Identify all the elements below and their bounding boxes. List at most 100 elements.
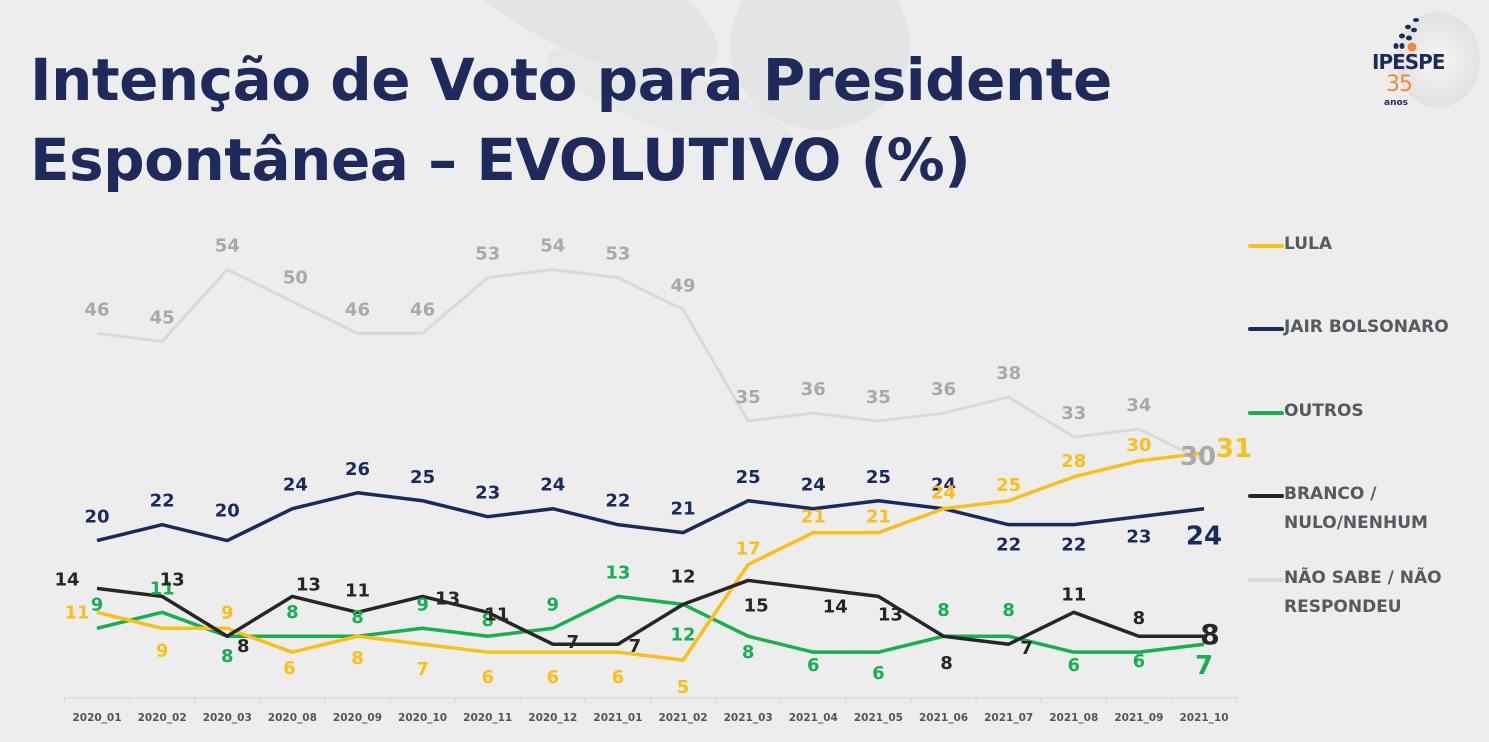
data-label: 46 xyxy=(84,299,109,320)
data-label: 28 xyxy=(1061,451,1086,472)
data-label: 12 xyxy=(671,624,696,645)
x-tick-label: 2021_10 xyxy=(1179,712,1228,724)
data-label: 35 xyxy=(736,387,761,408)
data-label: 9 xyxy=(91,594,104,615)
data-label: 15 xyxy=(744,595,769,616)
legend-label: LULA xyxy=(1284,234,1333,254)
x-axis: 2020_01 2020_02 2020_03 2020_08 2020_09 2020_… xyxy=(63,697,1238,724)
data-label: 8 xyxy=(1133,608,1146,629)
data-label: 7 xyxy=(629,636,642,657)
data-label: 8 xyxy=(286,602,299,623)
data-label: 6 xyxy=(807,655,820,676)
data-label: 22 xyxy=(996,535,1021,556)
data-label: 25 xyxy=(996,475,1021,496)
legend-item: JAIR BOLSONARO xyxy=(1248,317,1449,342)
data-label: 11 xyxy=(64,602,89,623)
data-label: 12 xyxy=(671,566,696,587)
logo-dots-icon xyxy=(1393,18,1419,52)
legend-label: BRANCO / NULO/NENHUM xyxy=(1284,484,1428,533)
data-label: 34 xyxy=(1126,395,1151,416)
data-label: 21 xyxy=(671,499,696,520)
data-label: 21 xyxy=(866,507,891,528)
data-label: 6 xyxy=(872,663,885,684)
data-label: 54 xyxy=(540,236,565,257)
data-label: 49 xyxy=(671,275,696,296)
x-tick-label: 2021_04 xyxy=(789,712,838,724)
data-label: 24 xyxy=(801,475,826,496)
data-labels: 46 45 54 50 46 46 53 54 53 49 35 36 35 36 38 33 34 30 20 22… xyxy=(54,236,1252,699)
data-label: 30 xyxy=(1126,435,1151,456)
data-label: 7 xyxy=(1195,651,1213,681)
data-label: 6 xyxy=(283,658,296,679)
legend-label: NÃO SABE / NÃO RESPONDEU xyxy=(1284,568,1442,617)
data-label: 13 xyxy=(296,574,321,595)
data-label: 36 xyxy=(931,379,956,400)
legend-item: BRANCO / NULO/NENHUM xyxy=(1248,484,1428,538)
data-label: 13 xyxy=(160,569,185,590)
x-tick-label: 2020_12 xyxy=(528,712,577,724)
x-tick-label: 2021_01 xyxy=(593,712,642,724)
data-label: 25 xyxy=(866,467,891,488)
x-tick-label: 2021_05 xyxy=(854,712,903,724)
data-label: 24 xyxy=(283,475,308,496)
x-tick-label: 2021_02 xyxy=(659,712,708,724)
data-label: 9 xyxy=(221,602,234,623)
series-line-lula xyxy=(96,451,1205,662)
data-label: 13 xyxy=(605,562,630,583)
data-label: 7 xyxy=(1020,638,1033,659)
data-label: 26 xyxy=(345,459,370,480)
data-label: 53 xyxy=(605,244,630,265)
data-label: 17 xyxy=(736,539,761,560)
ipespe-logo: IPESPE 35 anos xyxy=(1368,10,1483,115)
x-tick-label: 2021_06 xyxy=(919,712,968,724)
data-label: 22 xyxy=(150,491,175,512)
title-line-1: Intenção de Voto para Presidente xyxy=(30,46,1112,114)
data-label: 8 xyxy=(351,607,364,628)
title-line-2: Espontânea – EVOLUTIVO (%) xyxy=(30,126,971,194)
x-tick-label: 2020_02 xyxy=(138,712,187,724)
data-label: 36 xyxy=(801,379,826,400)
data-label: 13 xyxy=(435,588,460,609)
data-label: 54 xyxy=(215,236,240,257)
data-label: 7 xyxy=(416,659,429,680)
data-label: 33 xyxy=(1061,403,1086,424)
data-label: 23 xyxy=(1126,527,1151,548)
data-label: 24 xyxy=(1186,522,1222,552)
x-tick-label: 2021_03 xyxy=(724,712,773,724)
data-label: 9 xyxy=(156,640,169,661)
data-label: 21 xyxy=(801,507,826,528)
data-label: 11 xyxy=(484,604,509,625)
data-label: 5 xyxy=(677,677,690,698)
data-label: 6 xyxy=(1067,655,1080,676)
data-label: 8 xyxy=(1200,618,1219,651)
data-label: 25 xyxy=(736,467,761,488)
x-tick-label: 2020_09 xyxy=(333,712,382,724)
data-label: 22 xyxy=(605,491,630,512)
data-label: 8 xyxy=(940,653,953,674)
data-label: 25 xyxy=(410,467,435,488)
data-label: 8 xyxy=(221,646,234,667)
data-label: 13 xyxy=(878,604,903,625)
data-label: 23 xyxy=(475,483,500,504)
data-label: 8 xyxy=(742,642,755,663)
data-label: 20 xyxy=(215,501,240,522)
data-label: 11 xyxy=(1061,584,1086,605)
x-tick-label: 2020_01 xyxy=(72,712,121,724)
series-lines xyxy=(96,268,1205,662)
x-tick-label: 2021_08 xyxy=(1049,712,1098,724)
data-label: 46 xyxy=(410,299,435,320)
data-label: 20 xyxy=(84,507,109,528)
data-label: 35 xyxy=(866,387,891,408)
data-label: 7 xyxy=(567,632,580,653)
data-label: 6 xyxy=(612,667,625,688)
data-label: 50 xyxy=(283,268,308,289)
data-label: 30 xyxy=(1180,442,1216,472)
data-label: 6 xyxy=(547,667,560,688)
series-line-branco-nulo-nenhum xyxy=(96,578,1204,646)
data-label: 24 xyxy=(540,475,565,496)
data-label: 31 xyxy=(1216,434,1252,464)
legend-label: JAIR BOLSONARO xyxy=(1284,317,1449,337)
data-label: 11 xyxy=(345,580,370,601)
data-label: 22 xyxy=(1061,535,1086,556)
